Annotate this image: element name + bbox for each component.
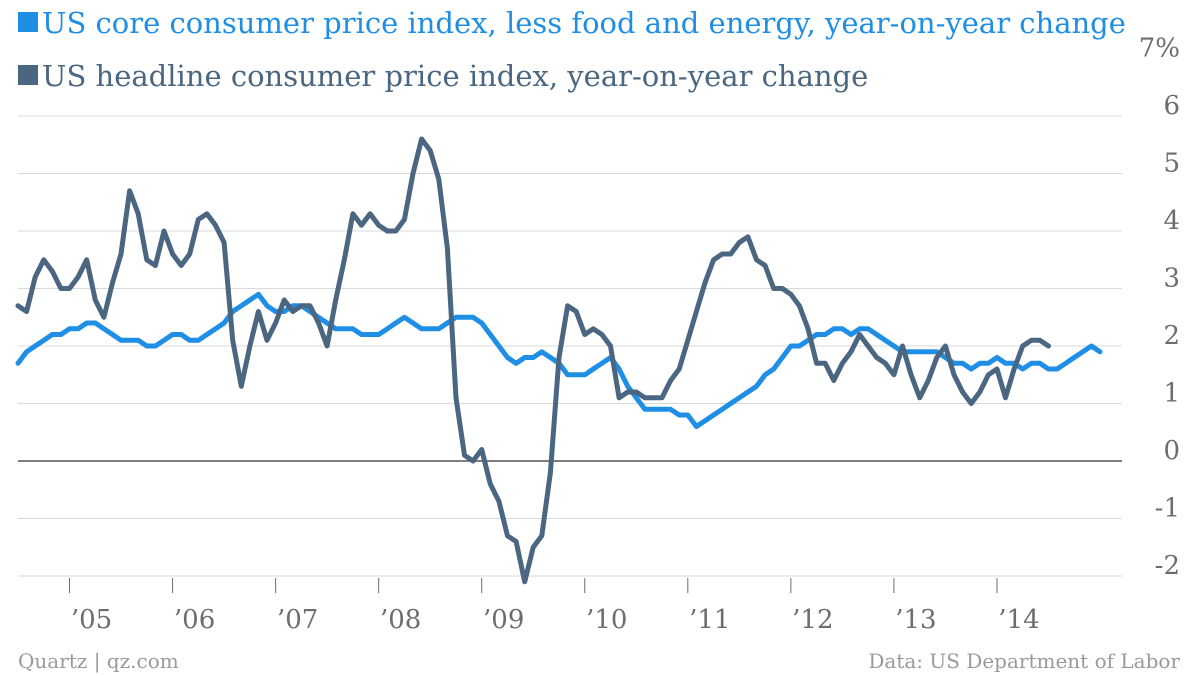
y-tick-label: 3 <box>1163 264 1180 294</box>
x-tick-label: ’08 <box>380 605 421 635</box>
y-tick-label: -2 <box>1155 551 1180 581</box>
x-tick-label: ’09 <box>483 605 524 635</box>
legend-item-headline: US headline consumer price index, year-o… <box>18 59 868 93</box>
legend-swatch-core <box>18 12 38 32</box>
gridlines <box>18 115 1122 577</box>
y-tick-label: 7% <box>1139 34 1180 64</box>
legend-item-core: US core consumer price index, less food … <box>18 6 1126 40</box>
footer-source-left: Quartz | qz.com <box>18 649 179 674</box>
y-tick-label: 0 <box>1163 436 1180 466</box>
x-tick-label: ’10 <box>586 605 627 635</box>
legend-swatch-headline <box>18 65 38 85</box>
series-lines <box>15 136 1103 585</box>
x-axis-ticks: ’05 ’06 ’07 ’08 ’09 ’10 ’11 ’12 ’13 ’14 <box>69 578 1040 635</box>
x-tick-label: ’11 <box>689 605 730 635</box>
y-tick-label: 1 <box>1163 379 1180 409</box>
x-tick-label: ’12 <box>792 605 833 635</box>
y-tick-label: 5 <box>1163 149 1180 179</box>
x-tick-label: ’07 <box>277 605 318 635</box>
series-line-headline-cpi <box>15 136 1051 585</box>
footer-source-right: Data: US Department of Labor <box>868 649 1180 673</box>
y-tick-label: 4 <box>1163 206 1180 236</box>
legend-label-core: US core consumer price index, less food … <box>42 6 1126 40</box>
x-tick-label: ’05 <box>71 605 112 635</box>
y-tick-label: 6 <box>1163 91 1180 121</box>
x-tick-label: ’06 <box>174 605 215 635</box>
y-tick-label: 2 <box>1163 321 1180 351</box>
x-tick-label: ’13 <box>895 605 936 635</box>
x-tick-label: ’14 <box>998 605 1039 635</box>
y-tick-label: -1 <box>1155 494 1180 524</box>
legend: US core consumer price index, less food … <box>18 6 1126 93</box>
legend-label-headline: US headline consumer price index, year-o… <box>42 59 868 93</box>
y-axis-ticks: 7% 6 5 4 3 2 1 0 -1 -2 <box>1139 34 1180 582</box>
